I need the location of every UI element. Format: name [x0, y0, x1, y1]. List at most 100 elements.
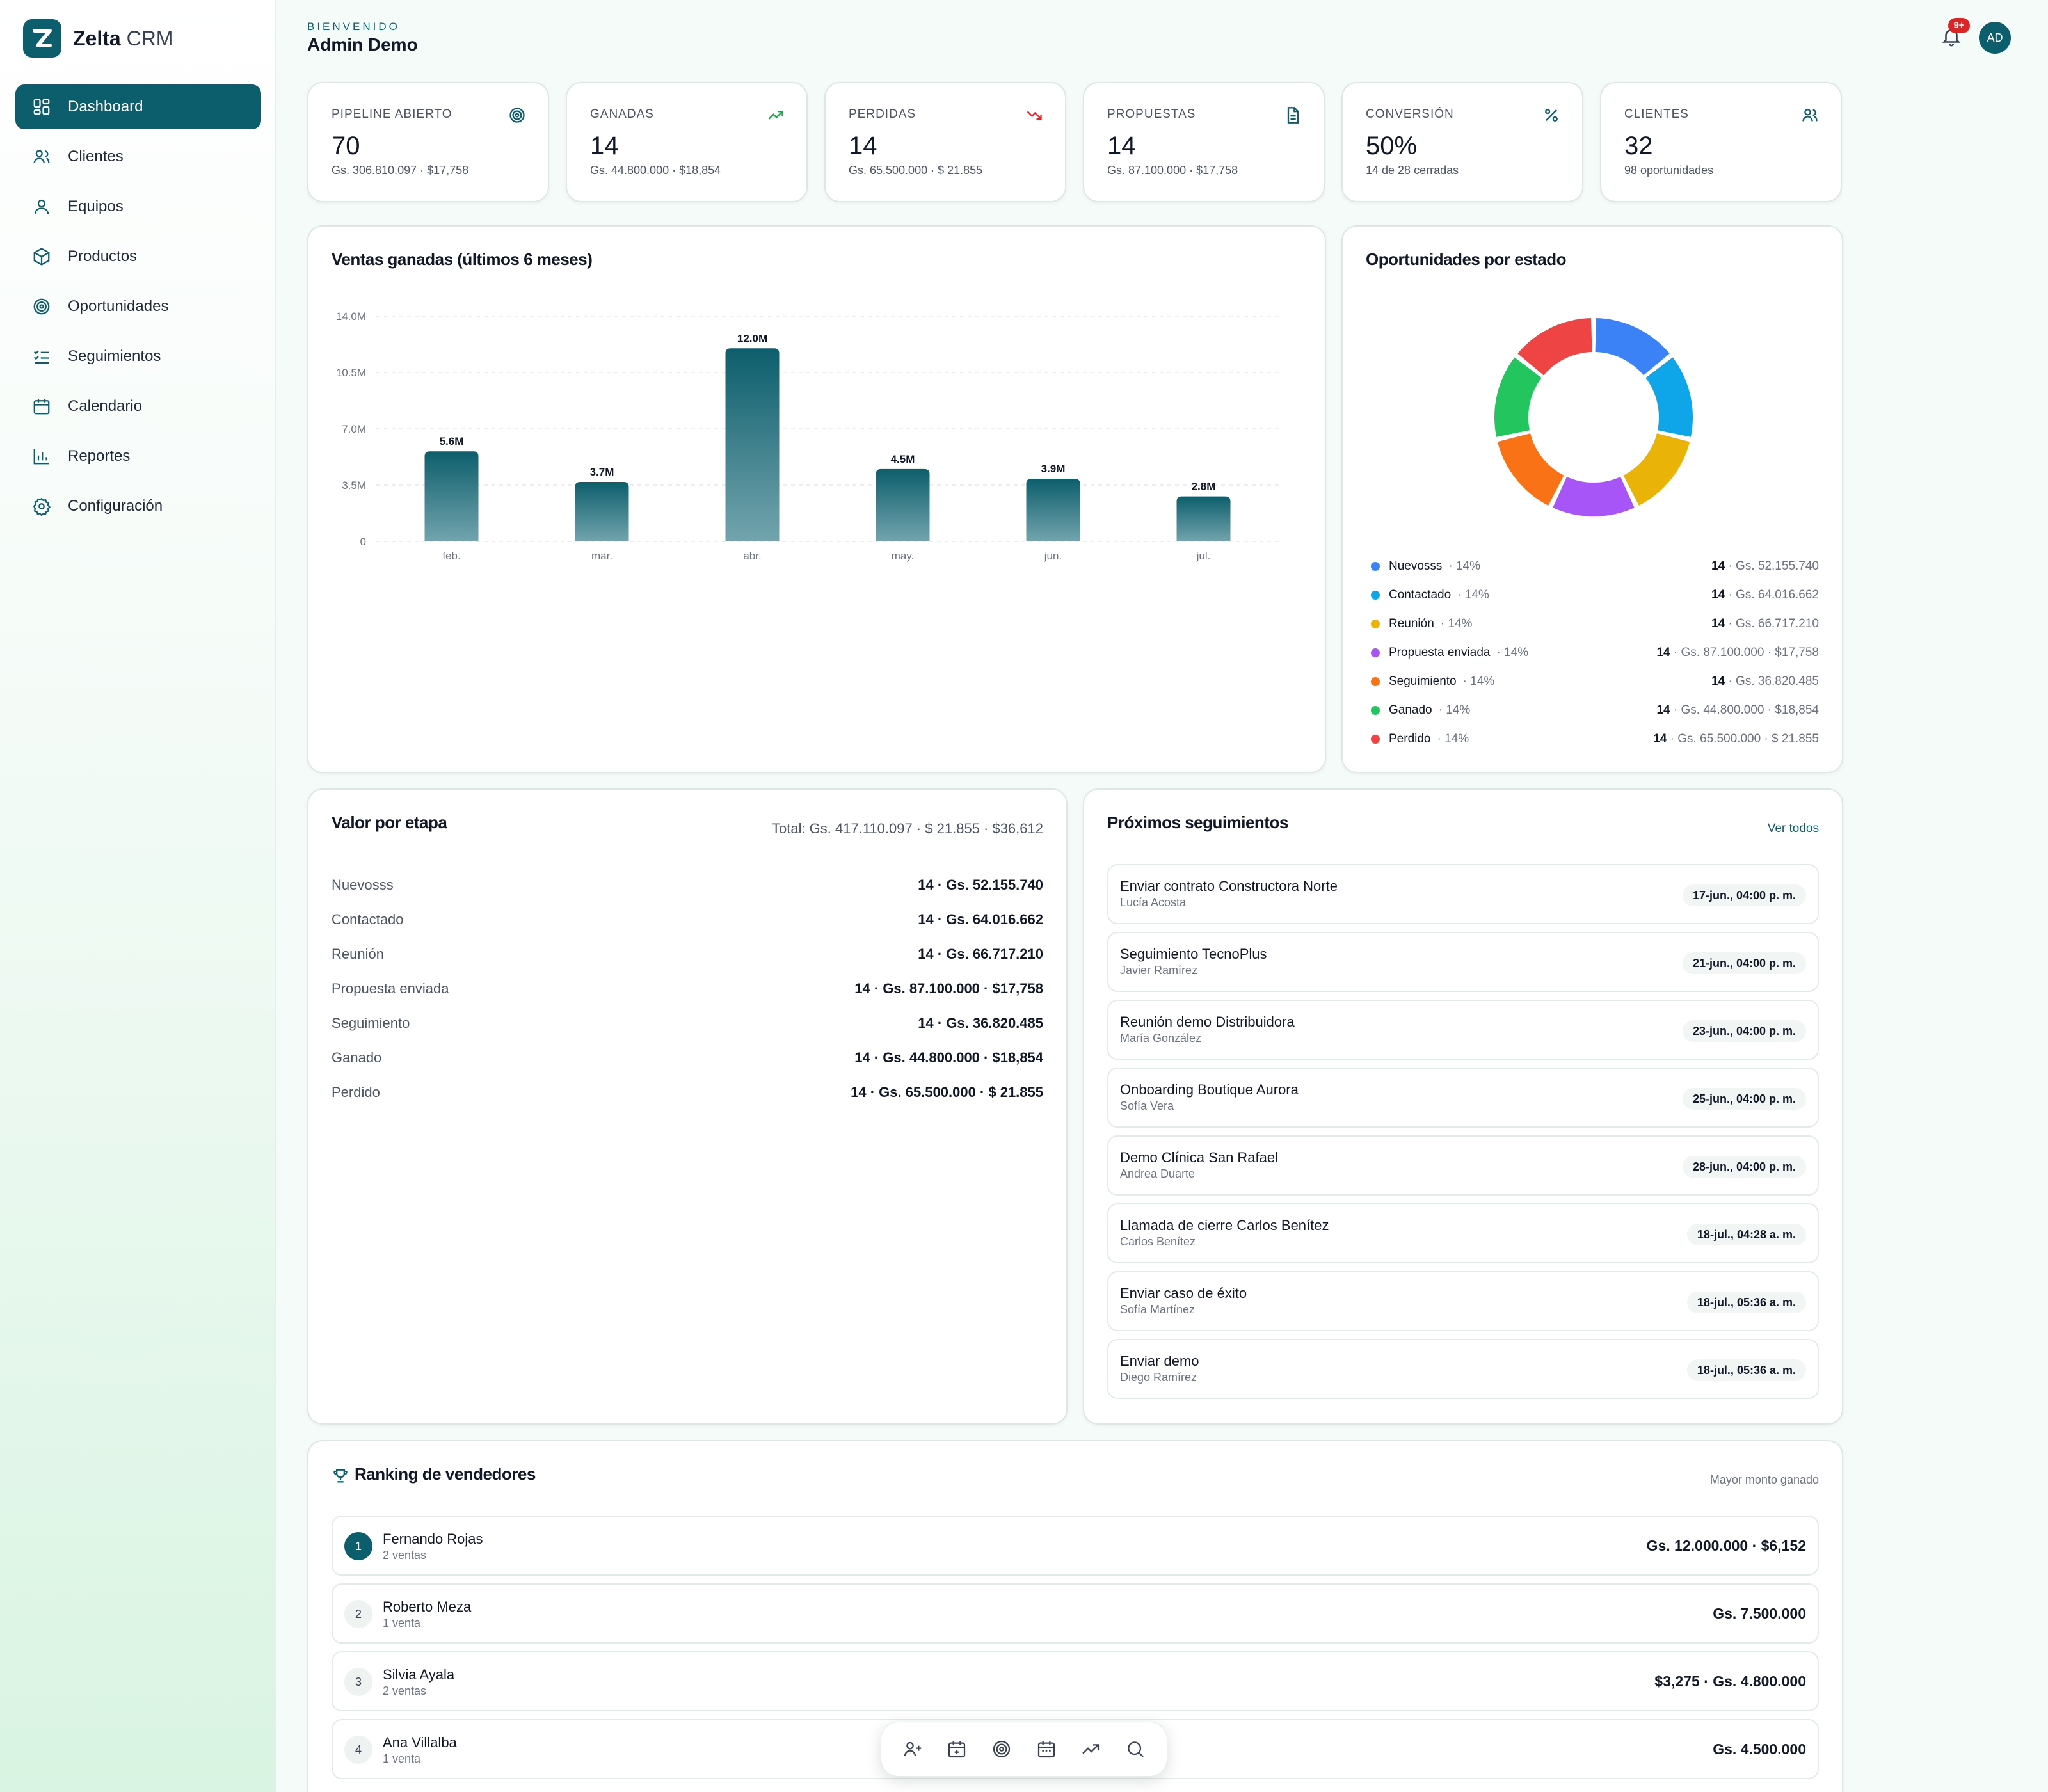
legend-amount: · Gs. 66.717.210 [1728, 616, 1819, 630]
legend-pct: · 14% [1462, 674, 1495, 688]
seller-amount: Gs. 12.000.000 · $6,152 [1646, 1537, 1806, 1554]
kpi-label: PIPELINE ABIERTO [332, 108, 452, 121]
stage-row: Ganado 14 · Gs. 44.800.000 · $18,854 [332, 1041, 1043, 1075]
status-chart-card: Oportunidades por estado Nuevosss · 14% … [1341, 225, 1843, 773]
sidebar-item-equipos[interactable]: Equipos [15, 184, 261, 229]
ranking-item[interactable]: 1 Fernando Rojas 2 ventas Gs. 12.000.000… [332, 1516, 1819, 1576]
ranking-item[interactable]: 2 Roberto Meza 1 venta Gs. 7.500.000 [332, 1583, 1819, 1644]
stage-value: 14 · Gs. 65.500.000 · $ 21.855 [851, 1084, 1043, 1100]
followup-person: Lucía Acosta [1120, 896, 1187, 909]
kpi-value: 70 [332, 132, 360, 160]
followup-title: Enviar contrato Constructora Norte [1120, 878, 1338, 894]
followup-title: Demo Clínica San Rafael [1120, 1149, 1279, 1165]
brand-logo [23, 19, 61, 58]
sidebar-item-label: Seguimientos [68, 348, 161, 365]
followup-date: 25-jun., 04:00 p. m. [1682, 1088, 1806, 1110]
legend-pct: · 14% [1438, 703, 1471, 717]
kpi-sub: Gs. 306.810.097 · $17,758 [332, 164, 469, 177]
stage-value: 14 · Gs. 64.016.662 [918, 911, 1043, 927]
legend-item: Propuesta enviada · 14% 14 · Gs. 87.100.… [1371, 638, 1819, 667]
calendar-icon [33, 399, 50, 415]
donut-slice [1623, 433, 1690, 506]
followup-item[interactable]: Demo Clínica San Rafael Andrea Duarte 28-j… [1107, 1135, 1819, 1196]
kpi-card-perdidas[interactable]: PERDIDAS 14 Gs. 65.500.000 · $ 21.855 [824, 82, 1066, 202]
bar [1026, 478, 1080, 541]
sidebar-item-dashboard[interactable]: Dashboard [15, 84, 261, 129]
kpi-value: 14 [590, 132, 619, 160]
box-icon [33, 248, 50, 266]
y-tick-label: 14.0M [336, 310, 366, 323]
legend-pct: · 14% [1448, 559, 1481, 573]
sidebar-item-productos[interactable]: Productos [15, 234, 261, 279]
stage-row: Reunión 14 · Gs. 66.717.210 [332, 937, 1043, 972]
legend-amount: · Gs. 44.800.000 · $18,854 [1673, 703, 1819, 717]
bar-chart-icon [33, 449, 49, 465]
sidebar-nav: Dashboard Clientes Equipos Productos Opo… [15, 84, 261, 534]
search-icon[interactable] [1125, 1739, 1146, 1759]
followup-person: Andrea Duarte [1120, 1167, 1196, 1180]
followup-item[interactable]: Enviar demo Diego Ramírez 18-jul., 05:36 a… [1107, 1339, 1819, 1399]
target-icon[interactable] [991, 1739, 1012, 1759]
ranking-item[interactable]: 4 Ana Villalba 1 venta Gs. 4.500.000 [332, 1719, 1819, 1779]
stage-row: Nuevosss 14 · Gs. 52.155.740 [332, 868, 1043, 902]
followup-item[interactable]: Reunión demo Distribuidora María González… [1107, 1000, 1819, 1060]
donut-slice [1494, 357, 1542, 437]
sidebar-item-reportes[interactable]: Reportes [15, 434, 261, 479]
donut-slice [1517, 318, 1592, 376]
legend-value: 14 · Gs. 66.717.210 [1711, 617, 1819, 631]
stage-name: Seguimiento [332, 1015, 410, 1031]
followup-item[interactable]: Llamada de cierre Carlos Benítez Carlos B… [1107, 1203, 1819, 1263]
kpi-card-propuestas[interactable]: PROPUESTAS 14 Gs. 87.100.000 · $17,758 [1083, 82, 1325, 202]
followup-item[interactable]: Enviar caso de éxito Sofía Martínez 18-jul… [1107, 1271, 1819, 1331]
followups-title: Próximos seguimientos [1107, 813, 1288, 832]
brand-name-light: CRM [126, 26, 173, 50]
followup-item[interactable]: Onboarding Boutique Aurora Sofía Vera 25-j… [1107, 1068, 1819, 1128]
avatar[interactable]: AD [1979, 22, 2011, 54]
stage-row: Perdido 14 · Gs. 65.500.000 · $ 21.855 [332, 1075, 1043, 1110]
sidebar-item-seguimientos[interactable]: Seguimientos [15, 334, 261, 379]
kpi-value: 14 [849, 132, 877, 160]
kpi-label: CLIENTES [1624, 108, 1689, 121]
bar [575, 481, 629, 541]
sidebar-item-label: Clientes [68, 148, 124, 165]
followup-item[interactable]: Seguimiento TecnoPlus Javier Ramírez 21-ju… [1107, 932, 1819, 992]
followup-title: Reunión demo Distribuidora [1120, 1014, 1295, 1030]
kpi-sub: Gs. 65.500.000 · $ 21.855 [849, 164, 983, 177]
followup-item[interactable]: Enviar contrato Constructora Norte Lucía … [1107, 864, 1819, 924]
page-title: Admin Demo [307, 35, 418, 54]
view-all-link[interactable]: Ver todos [1767, 822, 1819, 835]
trending-up-icon[interactable] [1080, 1739, 1101, 1759]
stage-row: Propuesta enviada 14 · Gs. 87.100.000 · $… [332, 972, 1043, 1006]
calendar-icon[interactable] [1036, 1739, 1057, 1759]
kpi-card-clientes[interactable]: CLIENTES 32 98 oportunidades [1600, 82, 1842, 202]
rank-number: 3 [344, 1668, 372, 1696]
sidebar-item-configuracion[interactable]: Configuración [15, 484, 261, 529]
stage-row: Seguimiento 14 · Gs. 36.820.485 [332, 1006, 1043, 1041]
legend-amount: · Gs. 36.820.485 [1728, 674, 1819, 688]
followup-person: María González [1120, 1032, 1202, 1044]
ranking-item[interactable]: 3 Silvia Ayala 2 ventas $3,275 · Gs. 4.8… [332, 1651, 1819, 1711]
legend-name: Propuesta enviada [1389, 645, 1491, 659]
y-tick-label: 10.5M [336, 367, 366, 379]
brand[interactable]: Zelta CRM [23, 19, 173, 58]
bar-data-label: 2.8M [1192, 481, 1216, 493]
stage-list: Nuevosss 14 · Gs. 52.155.740 Contactado 14… [332, 868, 1043, 1110]
legend-amount: · Gs. 64.016.662 [1728, 588, 1819, 602]
legend-count: 14 [1711, 616, 1725, 630]
welcome-label: BIENVENIDO [307, 20, 400, 33]
gear-icon [33, 497, 51, 516]
kpi-card-pipeline[interactable]: PIPELINE ABIERTO 70 Gs. 306.810.097 · $1… [307, 82, 549, 202]
sidebar-item-clientes[interactable]: Clientes [15, 134, 261, 179]
bar [1176, 496, 1231, 541]
sidebar-item-calendario[interactable]: Calendario [15, 384, 261, 429]
donut-slice [1645, 357, 1693, 437]
legend-item: Contactado · 14% 14 · Gs. 64.016.662 [1371, 580, 1819, 609]
sidebar-item-oportunidades[interactable]: Oportunidades [15, 284, 261, 329]
top-header: BIENVENIDO Admin Demo 9+ AD [276, 0, 2048, 77]
calendar-add-icon[interactable] [947, 1739, 967, 1759]
add-user-icon[interactable] [902, 1739, 923, 1759]
kpi-card-conversion[interactable]: CONVERSIÓN 50% 14 de 28 cerradas [1341, 82, 1583, 202]
sales-bar-chart: 0 3.5M 7.0M 10.5M 14.0M 5.6M feb. 3.7M mar. 12.0M… [336, 310, 1279, 562]
kpi-card-ganadas[interactable]: GANADAS 14 Gs. 44.800.000 · $18,854 [566, 82, 808, 202]
sidebar-item-label: Reportes [68, 447, 131, 465]
